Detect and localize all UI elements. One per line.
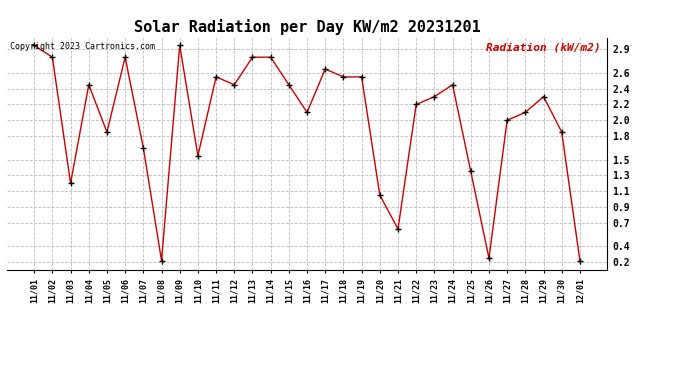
Text: Copyright 2023 Cartronics.com: Copyright 2023 Cartronics.com bbox=[10, 42, 155, 51]
Text: Radiation (kW/m2): Radiation (kW/m2) bbox=[486, 42, 601, 52]
Title: Solar Radiation per Day KW/m2 20231201: Solar Radiation per Day KW/m2 20231201 bbox=[134, 19, 480, 35]
